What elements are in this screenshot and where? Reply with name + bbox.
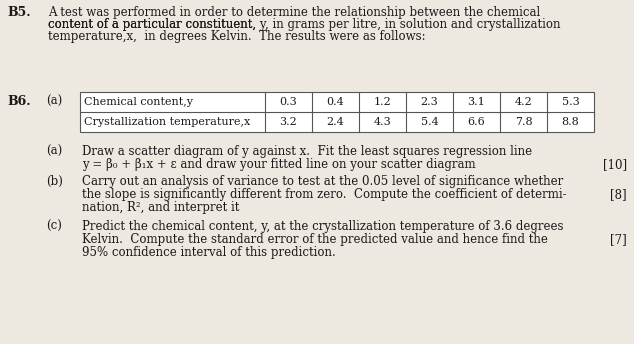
Text: 2.3: 2.3 [420,97,438,107]
Text: 2.4: 2.4 [327,117,344,127]
Text: 7.8: 7.8 [515,117,533,127]
Text: B6.: B6. [7,95,30,108]
Text: Draw a scatter diagram of y against x.  Fit the least squares regression line: Draw a scatter diagram of y against x. F… [82,145,532,158]
Text: 4.2: 4.2 [515,97,533,107]
Text: 3.2: 3.2 [280,117,297,127]
Text: (c): (c) [46,220,62,233]
Text: 95% confidence interval of this prediction.: 95% confidence interval of this predicti… [82,246,336,259]
Text: 1.2: 1.2 [373,97,391,107]
Text: 6.6: 6.6 [468,117,486,127]
Text: 3.1: 3.1 [468,97,486,107]
Bar [80,92,594,132]
Text: Kelvin.  Compute the standard error of the predicted value and hence find the: Kelvin. Compute the standard error of th… [82,233,548,246]
Text: y = β₀ + β₁x + ε and draw your fitted line on your scatter diagram: y = β₀ + β₁x + ε and draw your fitted li… [82,158,476,171]
Text: [7]: [7] [611,233,627,246]
Text: nation, R², and interpret it: nation, R², and interpret it [82,201,240,214]
Text: content of a particular constituent, y, in grams per litre, in solution and crys: content of a particular constituent, y, … [48,18,560,31]
Text: the slope is significantly different from zero.  Compute the coefficient of dete: the slope is significantly different fro… [82,188,567,201]
Text: 8.8: 8.8 [562,117,579,127]
Text: temperature,x,  in degrees Kelvin.  The results were as follows:: temperature,x, in degrees Kelvin. The re… [48,30,425,43]
Text: B5.: B5. [7,6,30,19]
Text: 5.3: 5.3 [562,97,579,107]
Text: 0.3: 0.3 [280,97,297,107]
Text: [8]: [8] [611,188,627,201]
Text: Chemical content,y: Chemical content,y [84,97,193,107]
Text: 4.3: 4.3 [373,117,391,127]
Text: (b): (b) [46,175,63,188]
Text: Predict the chemical content, y, at the crystallization temperature of 3.6 degre: Predict the chemical content, y, at the … [82,220,564,233]
Text: (a): (a) [46,95,62,108]
Text: [10]: [10] [603,158,627,171]
Text: Carry out an analysis of variance to test at the 0.05 level of significance whet: Carry out an analysis of variance to tes… [82,175,563,188]
Text: A test was performed in order to determine the relationship between the chemical: A test was performed in order to determi… [48,6,540,19]
Text: 0.4: 0.4 [327,97,344,107]
Text: (a): (a) [46,145,62,158]
Text: Crystallization temperature,x: Crystallization temperature,x [84,117,250,127]
Text: 5.4: 5.4 [420,117,438,127]
Text: content of a particular constituent,: content of a particular constituent, [48,18,260,31]
